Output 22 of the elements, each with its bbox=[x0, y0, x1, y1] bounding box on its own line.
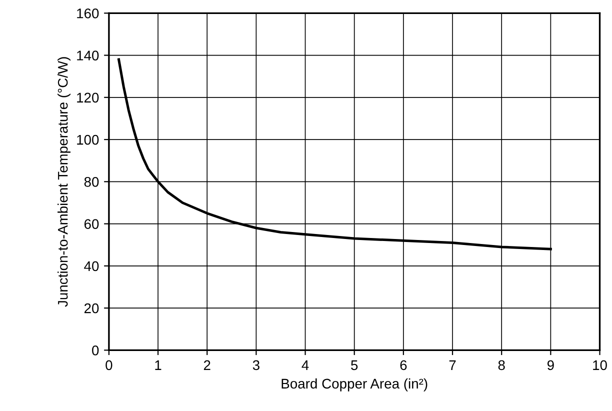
y-tick-label: 120 bbox=[77, 92, 99, 103]
x-tick-label: 3 bbox=[252, 360, 260, 370]
x-tick-label: 6 bbox=[400, 360, 407, 370]
y-tick-label: 60 bbox=[84, 219, 99, 229]
x-tick-label: 0 bbox=[106, 360, 112, 370]
y-tick-label: 0 bbox=[92, 346, 99, 356]
x-tick-label: 5 bbox=[351, 360, 358, 370]
y-tick-label: 160 bbox=[77, 8, 99, 18]
x-axis-title: Board Copper Area (in²) bbox=[282, 378, 428, 392]
y-tick-label: 80 bbox=[84, 176, 99, 187]
x-tick-label: 7 bbox=[449, 360, 456, 370]
y-tick-label: 40 bbox=[84, 261, 99, 272]
x-tick-label: 1 bbox=[155, 360, 162, 370]
y-tick-label: 140 bbox=[77, 50, 99, 60]
x-tick-label: 2 bbox=[204, 360, 210, 370]
x-tick-label: 9 bbox=[547, 360, 554, 370]
y-tick-label: 100 bbox=[77, 134, 99, 145]
y-tick-label: 20 bbox=[84, 303, 99, 314]
x-tick-label: 10 bbox=[593, 360, 607, 370]
x-tick-label: 4 bbox=[302, 360, 309, 370]
x-tick-label: 8 bbox=[498, 360, 505, 370]
y-axis-title: Junction-to-Ambient Temperature (°C/W) bbox=[58, 57, 70, 307]
